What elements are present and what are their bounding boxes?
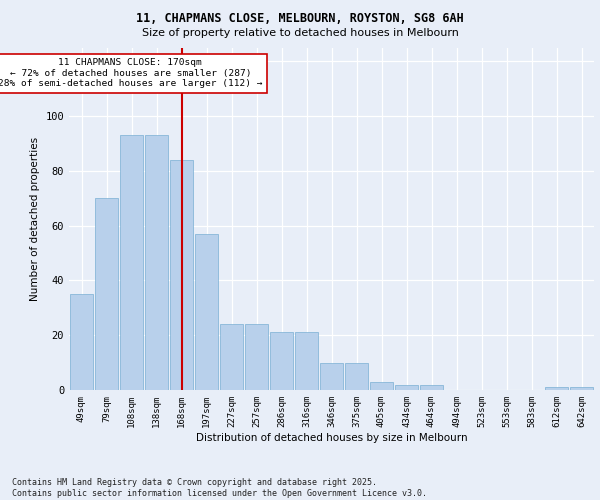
Text: 11, CHAPMANS CLOSE, MELBOURN, ROYSTON, SG8 6AH: 11, CHAPMANS CLOSE, MELBOURN, ROYSTON, S… [136,12,464,26]
Bar [170,160,193,390]
Bar [220,324,243,390]
Text: Contains HM Land Registry data © Crown copyright and database right 2025.
Contai: Contains HM Land Registry data © Crown c… [12,478,427,498]
Bar [120,135,143,390]
Bar [370,382,393,390]
Bar [320,362,343,390]
Bar [545,388,568,390]
Bar [245,324,268,390]
Bar [420,384,443,390]
Text: 11 CHAPMANS CLOSE: 170sqm
← 72% of detached houses are smaller (287)
28% of semi: 11 CHAPMANS CLOSE: 170sqm ← 72% of detac… [0,58,263,88]
Bar [270,332,293,390]
Bar [95,198,118,390]
Bar [345,362,368,390]
Text: Size of property relative to detached houses in Melbourn: Size of property relative to detached ho… [142,28,458,38]
Bar [395,384,418,390]
Bar [195,234,218,390]
Bar [570,388,593,390]
Bar [70,294,93,390]
Bar [145,135,168,390]
Y-axis label: Number of detached properties: Number of detached properties [30,136,40,301]
X-axis label: Distribution of detached houses by size in Melbourn: Distribution of detached houses by size … [196,432,467,442]
Bar [295,332,318,390]
